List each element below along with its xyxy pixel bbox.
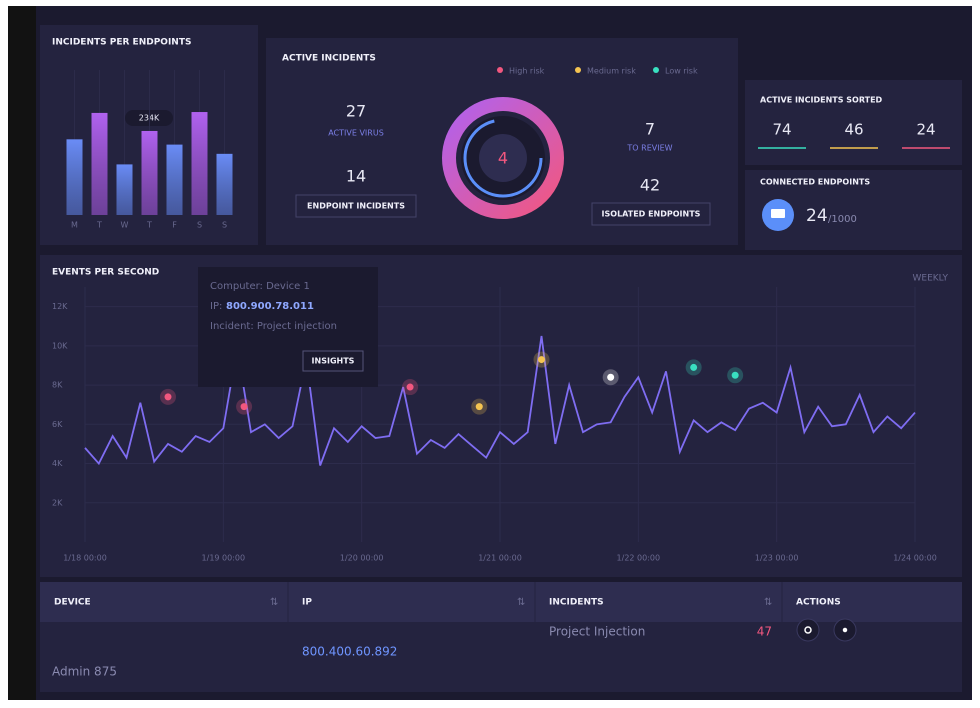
x-tick-label: 1/18 00:00 [63, 554, 107, 563]
y-tick-label: 4K [52, 459, 63, 468]
column-header: DEVICE [54, 598, 91, 608]
x-tick-label: S [197, 221, 202, 230]
stat-label: TO REVIEW [626, 144, 672, 153]
x-tick-label: F [172, 221, 177, 230]
panel-title: CONNECTED ENDPOINTS [760, 178, 870, 187]
sort-icon[interactable]: ⇅ [270, 597, 278, 608]
bar-shade [191, 112, 208, 215]
line [84, 335, 916, 466]
x-tick-label: W [121, 221, 129, 230]
point [538, 356, 545, 364]
sorted-value: 74 [772, 121, 791, 139]
legend-dot [653, 67, 659, 73]
x-tick-label: S [222, 221, 227, 230]
button-label[interactable]: INSIGHTS [312, 357, 355, 366]
donut-center [479, 134, 527, 182]
y-tick-label: 12K [52, 302, 68, 311]
frame-edge [8, 6, 36, 700]
bar-shade [216, 153, 233, 215]
tooltip-text: Computer: Device 1 [210, 281, 310, 292]
period[interactable]: WEEKLY [913, 274, 949, 284]
y-tick-label: 6K [52, 420, 63, 429]
sort-icon[interactable]: ⇅ [764, 597, 772, 608]
point [607, 373, 615, 381]
action-button[interactable] [796, 618, 820, 642]
x-tick-label: 1/22 00:00 [617, 554, 661, 563]
tooltip-text: 800.900.78.011 [226, 301, 314, 312]
column-header: INCIDENTS [549, 598, 604, 608]
panel [40, 255, 962, 577]
legend-dot [575, 67, 581, 73]
point [406, 383, 414, 391]
endpoint-count: 24 [806, 206, 828, 226]
legend-label: Low risk [665, 67, 698, 76]
x-tick-label: 1/19 00:00 [202, 554, 246, 563]
cell: 800.400.60.892 [302, 645, 397, 659]
stat-value: 7 [645, 120, 655, 139]
stat-label: ACTIVE VIRUS [328, 129, 384, 138]
bar-shade [166, 144, 183, 215]
table-header [40, 582, 962, 622]
stat-box[interactable] [295, 194, 417, 218]
y-tick-label: 8K [52, 381, 63, 390]
stat-value: 42 [640, 176, 660, 195]
x-tick-label: M [71, 221, 78, 230]
x-tick-label: T [146, 221, 152, 230]
column-header: ACTIONS [796, 598, 841, 608]
y-tick-label: 2K [52, 498, 63, 507]
cell: 47 [757, 625, 772, 639]
endpoint-total: /1000 [828, 214, 857, 225]
panel-title: EVENTS PER SECOND [52, 268, 159, 278]
donut-arc [463, 118, 543, 198]
point [240, 403, 248, 411]
sort-icon[interactable]: ⇅ [517, 597, 525, 608]
y-tick-label: 10K [52, 341, 68, 350]
donut-value: 4 [498, 149, 508, 168]
button[interactable] [302, 350, 364, 372]
legend-label: High risk [509, 67, 545, 76]
x-tick-label: 1/23 00:00 [755, 554, 799, 563]
x-tick-label: 1/20 00:00 [340, 554, 384, 563]
panel-title: INCIDENTS PER ENDPOINTS [52, 38, 191, 48]
legend-label: Medium risk [587, 67, 636, 76]
cell: Admin 875 [52, 665, 117, 679]
cell: Project Injection [549, 625, 645, 639]
column-header: IP [302, 598, 312, 608]
action-icon [842, 627, 848, 633]
panel-title: ACTIVE INCIDENTS SORTED [760, 96, 883, 105]
stat-label[interactable]: ISOLATED ENDPOINTS [602, 210, 701, 219]
point [690, 363, 698, 371]
stat-value: 14 [346, 167, 366, 186]
bar-shade [116, 164, 133, 215]
tooltip-text: IP: [210, 301, 222, 312]
tooltip-text: Incident: Project injection [210, 321, 337, 332]
bar-shade [66, 139, 83, 215]
stat-box[interactable] [591, 202, 711, 226]
action-icon [804, 626, 812, 634]
panel-title: ACTIVE INCIDENTS [282, 54, 376, 64]
stat-label[interactable]: ENDPOINT INCIDENTS [307, 202, 405, 211]
stat-value: 27 [346, 102, 366, 121]
x-tick-label: 1/24 00:00 [893, 554, 937, 563]
point [164, 393, 172, 401]
sorted-value: 46 [844, 121, 863, 139]
donut-ring [442, 97, 564, 219]
sorted-value: 24 [916, 121, 935, 139]
legend-dot [497, 67, 503, 73]
panel [745, 80, 962, 165]
bar-shade [91, 112, 108, 215]
tooltip [198, 267, 378, 387]
point [475, 403, 483, 411]
monitor-icon [771, 209, 785, 218]
x-tick-label: T [96, 221, 102, 230]
bar-shade [141, 130, 158, 215]
point [731, 371, 739, 379]
x-tick-label: 1/21 00:00 [478, 554, 522, 563]
